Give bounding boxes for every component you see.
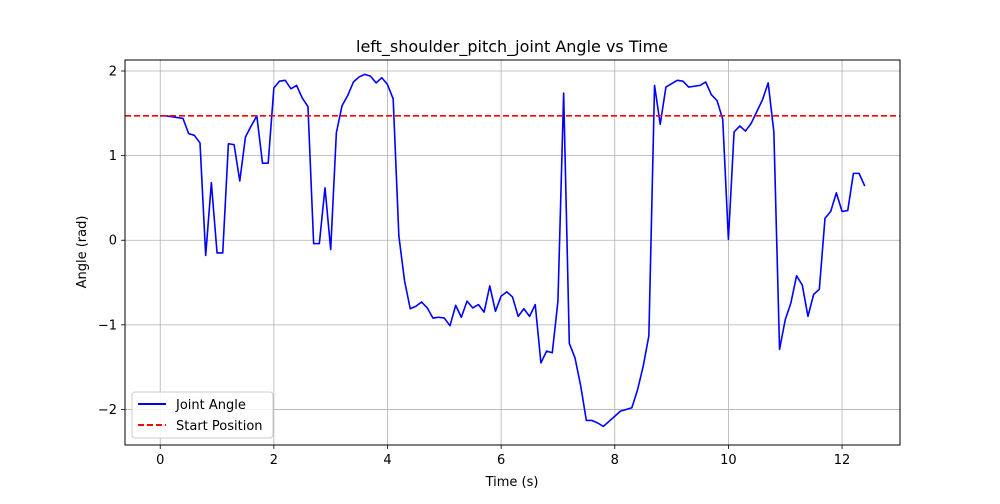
legend-label-joint-angle: Joint Angle <box>175 398 246 413</box>
y-tick-label: 2 <box>109 65 117 80</box>
legend-label-start-position: Start Position <box>176 419 263 434</box>
plot-frame <box>124 59 901 446</box>
x-tick-label: 2 <box>270 453 278 468</box>
y-tick-label: 1 <box>109 149 117 164</box>
x-tick-label: 4 <box>383 453 391 468</box>
y-tick-label: −1 <box>98 318 117 333</box>
x-tick-label: 10 <box>720 453 737 468</box>
x-tick-label: 6 <box>497 453 505 468</box>
x-tick-label: 12 <box>834 453 851 468</box>
y-tick-label: 0 <box>109 234 117 249</box>
y-tick-label: −2 <box>98 403 117 418</box>
x-axis-label: Time (s) <box>485 475 539 490</box>
series-line-joint-angle <box>160 73 866 428</box>
y-axis-label: Angle (rad) <box>75 216 90 289</box>
legend-box <box>131 391 274 439</box>
x-tick-label: 0 <box>156 453 164 468</box>
series-layer <box>125 73 900 428</box>
legend: Joint Angle Start Position <box>131 391 274 439</box>
chart-title: left_shoulder_pitch_joint Angle vs Time <box>356 37 668 57</box>
x-tick-label: 8 <box>611 453 619 468</box>
